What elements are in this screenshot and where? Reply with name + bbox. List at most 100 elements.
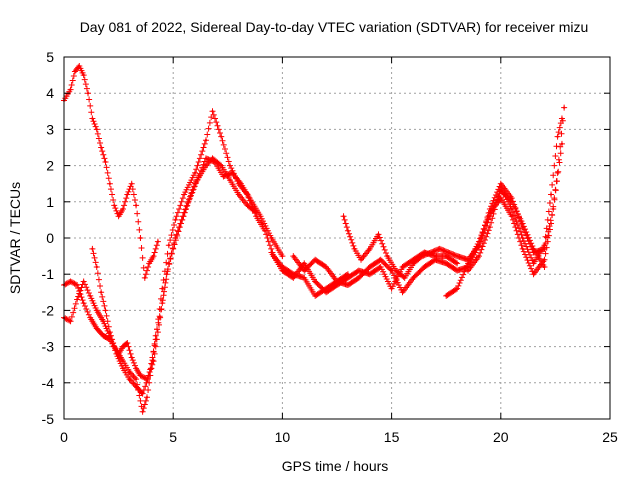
- x-tick-label: 0: [60, 429, 68, 445]
- data-point: [121, 359, 125, 363]
- data-point: [390, 269, 393, 272]
- data-point: [239, 182, 243, 185]
- data-point: [412, 276, 415, 280]
- data-point: [521, 225, 524, 229]
- data-point: [281, 269, 284, 272]
- data-point: [303, 269, 306, 272]
- data-point: [357, 269, 361, 272]
- data-point: [204, 139, 208, 142]
- data-point: [438, 247, 441, 251]
- data-point: [86, 92, 90, 95]
- data-point: [91, 117, 94, 120]
- data-point: [420, 254, 424, 258]
- y-tick-label: 2: [46, 158, 54, 174]
- data-point: [335, 283, 339, 287]
- data-point: [145, 377, 149, 381]
- data-point: [211, 110, 214, 113]
- data-point: [126, 341, 129, 345]
- data-point: [69, 280, 72, 283]
- data-point: [121, 367, 125, 370]
- data-point: [434, 254, 437, 258]
- data-point: [359, 258, 363, 261]
- data-point: [145, 396, 149, 399]
- data-point: [196, 178, 199, 182]
- data-point: [386, 254, 389, 258]
- data-point: [324, 291, 328, 294]
- data-point: [368, 273, 371, 276]
- data-point: [324, 265, 328, 269]
- data-point: [412, 258, 415, 261]
- data-point: [134, 385, 138, 388]
- data-point: [102, 320, 105, 323]
- data-point: [141, 410, 144, 413]
- data-point: [228, 164, 232, 167]
- data-point: [82, 280, 85, 283]
- data-point: [230, 171, 234, 175]
- data-point: [543, 258, 546, 261]
- x-tick-label: 5: [169, 429, 177, 445]
- data-point: [130, 356, 133, 359]
- data-point: [95, 128, 98, 131]
- data-point: [141, 392, 144, 395]
- axis-ticks: 0 5 10 15 20 25 -5 -4 -3 -2 -1 0 1 2 3 4 5: [42, 49, 618, 445]
- data-point: [477, 254, 481, 258]
- data-point: [477, 240, 481, 243]
- data-point: [104, 309, 107, 312]
- data-point: [246, 204, 249, 207]
- data-point: [488, 225, 492, 229]
- data-point: [213, 160, 216, 164]
- data-point: [499, 196, 502, 200]
- data-point: [390, 287, 393, 290]
- data-point: [152, 359, 155, 363]
- data-point: [292, 276, 295, 280]
- data-point: [167, 244, 171, 247]
- data-point: [562, 106, 566, 109]
- data-point: [466, 258, 470, 261]
- data-point: [549, 193, 553, 196]
- data-point: [346, 273, 350, 276]
- series-track-9: [465, 115, 565, 274]
- data-point: [313, 258, 317, 261]
- data-point: [89, 294, 92, 298]
- data-point: [445, 262, 448, 265]
- data-point: [134, 367, 138, 370]
- data-point: [75, 283, 79, 287]
- data-point: [543, 244, 546, 247]
- data-point: [99, 291, 103, 294]
- data-point: [259, 215, 262, 218]
- data-point: [248, 196, 251, 200]
- y-axis-label: SDTVAR / TECUs: [7, 182, 23, 294]
- data-point: [78, 64, 81, 68]
- y-tick-label: -5: [42, 411, 55, 427]
- data-point: [161, 287, 164, 290]
- data-point: [499, 186, 502, 189]
- data-point: [560, 117, 564, 120]
- x-axis-label: GPS time / hours: [282, 458, 389, 474]
- data-point: [303, 262, 306, 265]
- data-point: [237, 193, 240, 196]
- data-point: [313, 280, 317, 283]
- data-point: [466, 262, 470, 265]
- data-point: [117, 352, 120, 356]
- data-point: [108, 330, 112, 334]
- y-tick-label: 0: [46, 230, 54, 246]
- data-point: [134, 204, 138, 207]
- data-point: [121, 207, 125, 211]
- data-point: [556, 135, 559, 138]
- data-point: [368, 265, 371, 269]
- data-point: [73, 70, 77, 73]
- data-point: [556, 171, 559, 175]
- y-tick-label: -2: [42, 302, 55, 318]
- data-point: [377, 233, 380, 236]
- data-point: [532, 262, 535, 265]
- data-point: [99, 146, 103, 149]
- data-point: [532, 251, 535, 254]
- data-point: [455, 254, 459, 258]
- data-point: [102, 334, 105, 337]
- data-point: [156, 240, 160, 243]
- series-track-5: [268, 249, 461, 296]
- x-tick-label: 10: [275, 429, 291, 445]
- data-point: [429, 251, 433, 254]
- data-point: [455, 269, 459, 272]
